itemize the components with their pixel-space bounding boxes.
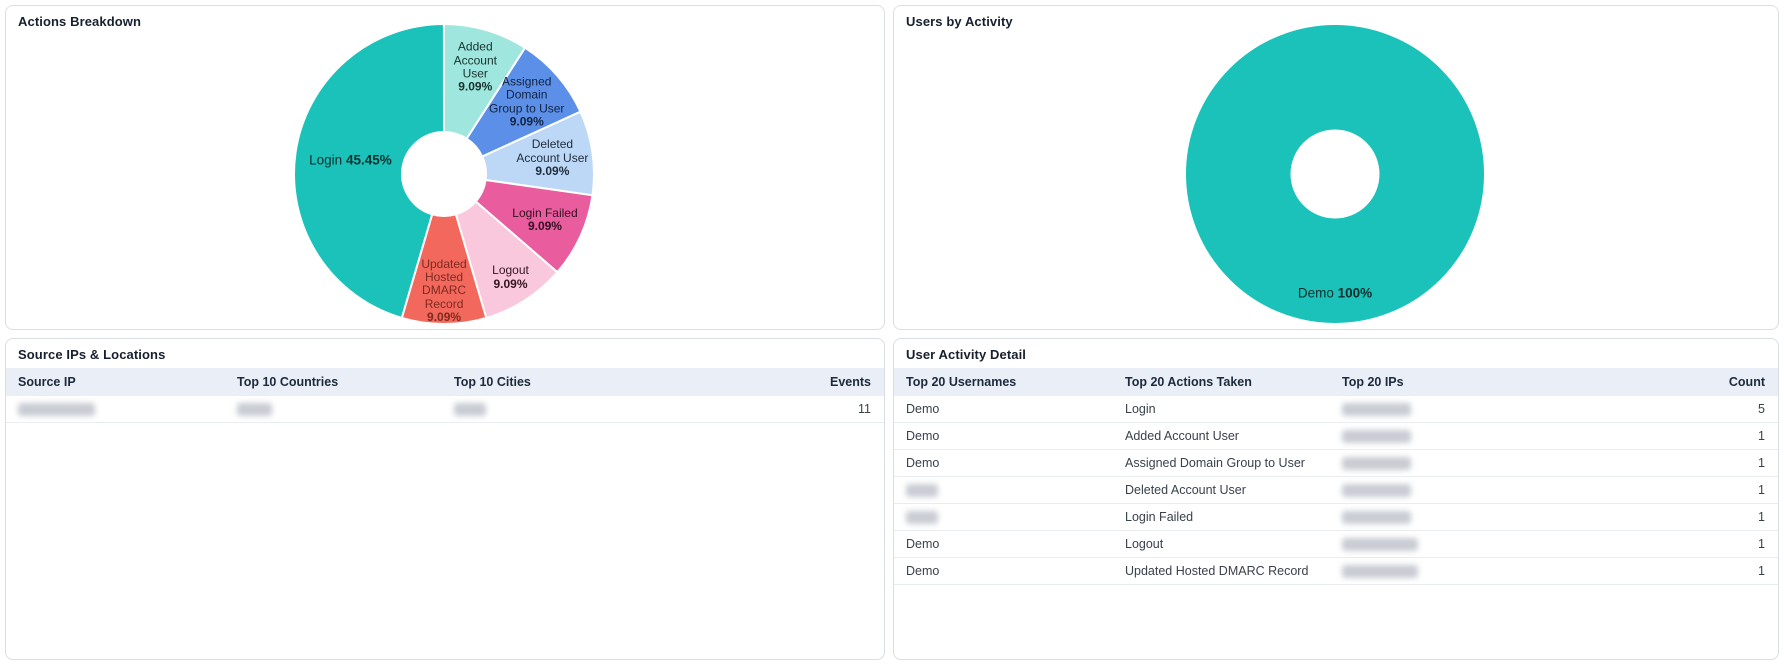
table-row: Demo Added Account User 1 xyxy=(894,422,1778,450)
table-row: Demo Logout 1 xyxy=(894,530,1778,558)
table-cell: Demo xyxy=(894,557,1113,585)
table-row: Login Failed 1 xyxy=(894,503,1778,531)
actions-breakdown-panel: Actions Breakdown Added Account User 9.09% A… xyxy=(5,5,885,330)
table-cell-redacted xyxy=(1330,422,1630,450)
column-header-source-ip: Source IP xyxy=(6,368,225,396)
table-cell: 1 xyxy=(1630,422,1778,450)
redacted-value xyxy=(1342,565,1418,579)
table-cell-redacted xyxy=(1330,396,1630,423)
table-cell: 11 xyxy=(742,396,884,423)
redacted-value xyxy=(906,484,938,498)
redacted-value xyxy=(1342,430,1411,444)
table-cell-redacted xyxy=(1330,449,1630,477)
panel-title-source-ips: Source IPs & Locations xyxy=(18,347,166,362)
table-cell: Demo xyxy=(894,449,1113,477)
table-cell: Demo xyxy=(894,396,1113,423)
column-header-top-20-actions-taken: Top 20 Actions Taken xyxy=(1113,368,1330,396)
redacted-value xyxy=(454,403,486,417)
redacted-value xyxy=(237,403,272,417)
column-header-count: Count xyxy=(1630,368,1778,396)
table-row: 11 xyxy=(6,396,884,423)
table-cell-redacted xyxy=(442,396,742,423)
table-cell-redacted xyxy=(894,503,1113,531)
source-ips-table: Source IP Top 10 Countries Top 10 Cities… xyxy=(6,368,884,423)
table-cell: Login xyxy=(1113,396,1330,423)
redacted-value xyxy=(1342,457,1411,471)
table-cell-redacted xyxy=(6,396,225,423)
table-cell: Demo xyxy=(894,530,1113,558)
users-by-activity-donut-chart: Demo 100% xyxy=(894,6,1778,329)
table-cell: 1 xyxy=(1630,503,1778,531)
panel-title-users-by-activity: Users by Activity xyxy=(906,14,1013,29)
column-header-events: Events xyxy=(742,368,884,396)
column-header-top-20-usernames: Top 20 Usernames xyxy=(894,368,1113,396)
pie-slice-demo[interactable] xyxy=(1184,22,1486,326)
table-header-row: Top 20 Usernames Top 20 Actions Taken To… xyxy=(894,368,1778,396)
source-ips-locations-panel: Source IPs & Locations Source IP Top 10 … xyxy=(5,338,885,660)
table-cell-redacted xyxy=(1330,476,1630,504)
column-header-top-20-ips: Top 20 IPs xyxy=(1330,368,1630,396)
pie-slice-login[interactable] xyxy=(293,22,445,320)
actions-breakdown-donut-chart: Added Account User 9.09% Assigned Domain Group… xyxy=(6,6,884,329)
table-cell: 1 xyxy=(1630,557,1778,585)
users-by-activity-panel: Users by Activity Demo 100% xyxy=(893,5,1779,330)
table-cell: 1 xyxy=(1630,530,1778,558)
table-cell-redacted xyxy=(1330,530,1630,558)
table-cell: Logout xyxy=(1113,530,1330,558)
redacted-value xyxy=(1342,403,1411,417)
panel-title-user-activity-detail: User Activity Detail xyxy=(906,347,1027,362)
table-header-row: Source IP Top 10 Countries Top 10 Cities… xyxy=(6,368,884,396)
table-cell-redacted xyxy=(225,396,442,423)
table-row: Demo Login 5 xyxy=(894,396,1778,423)
table-row: Demo Assigned Domain Group to User 1 xyxy=(894,449,1778,477)
redacted-value xyxy=(1342,538,1418,552)
column-header-top-10-countries: Top 10 Countries xyxy=(225,368,442,396)
table-cell: Assigned Domain Group to User xyxy=(1113,449,1330,477)
user-activity-table: Top 20 Usernames Top 20 Actions Taken To… xyxy=(894,368,1778,585)
table-cell: 5 xyxy=(1630,396,1778,423)
table-cell: Added Account User xyxy=(1113,422,1330,450)
table-cell-redacted xyxy=(1330,503,1630,531)
redacted-value xyxy=(1342,511,1411,525)
table-row: Deleted Account User 1 xyxy=(894,476,1778,504)
table-cell-redacted xyxy=(1330,557,1630,585)
panel-title-actions-breakdown: Actions Breakdown xyxy=(18,14,142,29)
table-cell: 1 xyxy=(1630,449,1778,477)
table-row: Demo Updated Hosted DMARC Record 1 xyxy=(894,557,1778,585)
user-activity-detail-panel: User Activity Detail Top 20 Usernames To… xyxy=(893,338,1779,660)
table-cell-redacted xyxy=(894,476,1113,504)
redacted-value xyxy=(1342,484,1411,498)
table-cell: Updated Hosted DMARC Record xyxy=(1113,557,1330,585)
redacted-value xyxy=(18,403,95,417)
table-cell: 1 xyxy=(1630,476,1778,504)
redacted-value xyxy=(906,511,938,525)
column-header-top-10-cities: Top 10 Cities xyxy=(442,368,742,396)
table-cell: Demo xyxy=(894,422,1113,450)
table-cell: Login Failed xyxy=(1113,503,1330,531)
table-cell: Deleted Account User xyxy=(1113,476,1330,504)
